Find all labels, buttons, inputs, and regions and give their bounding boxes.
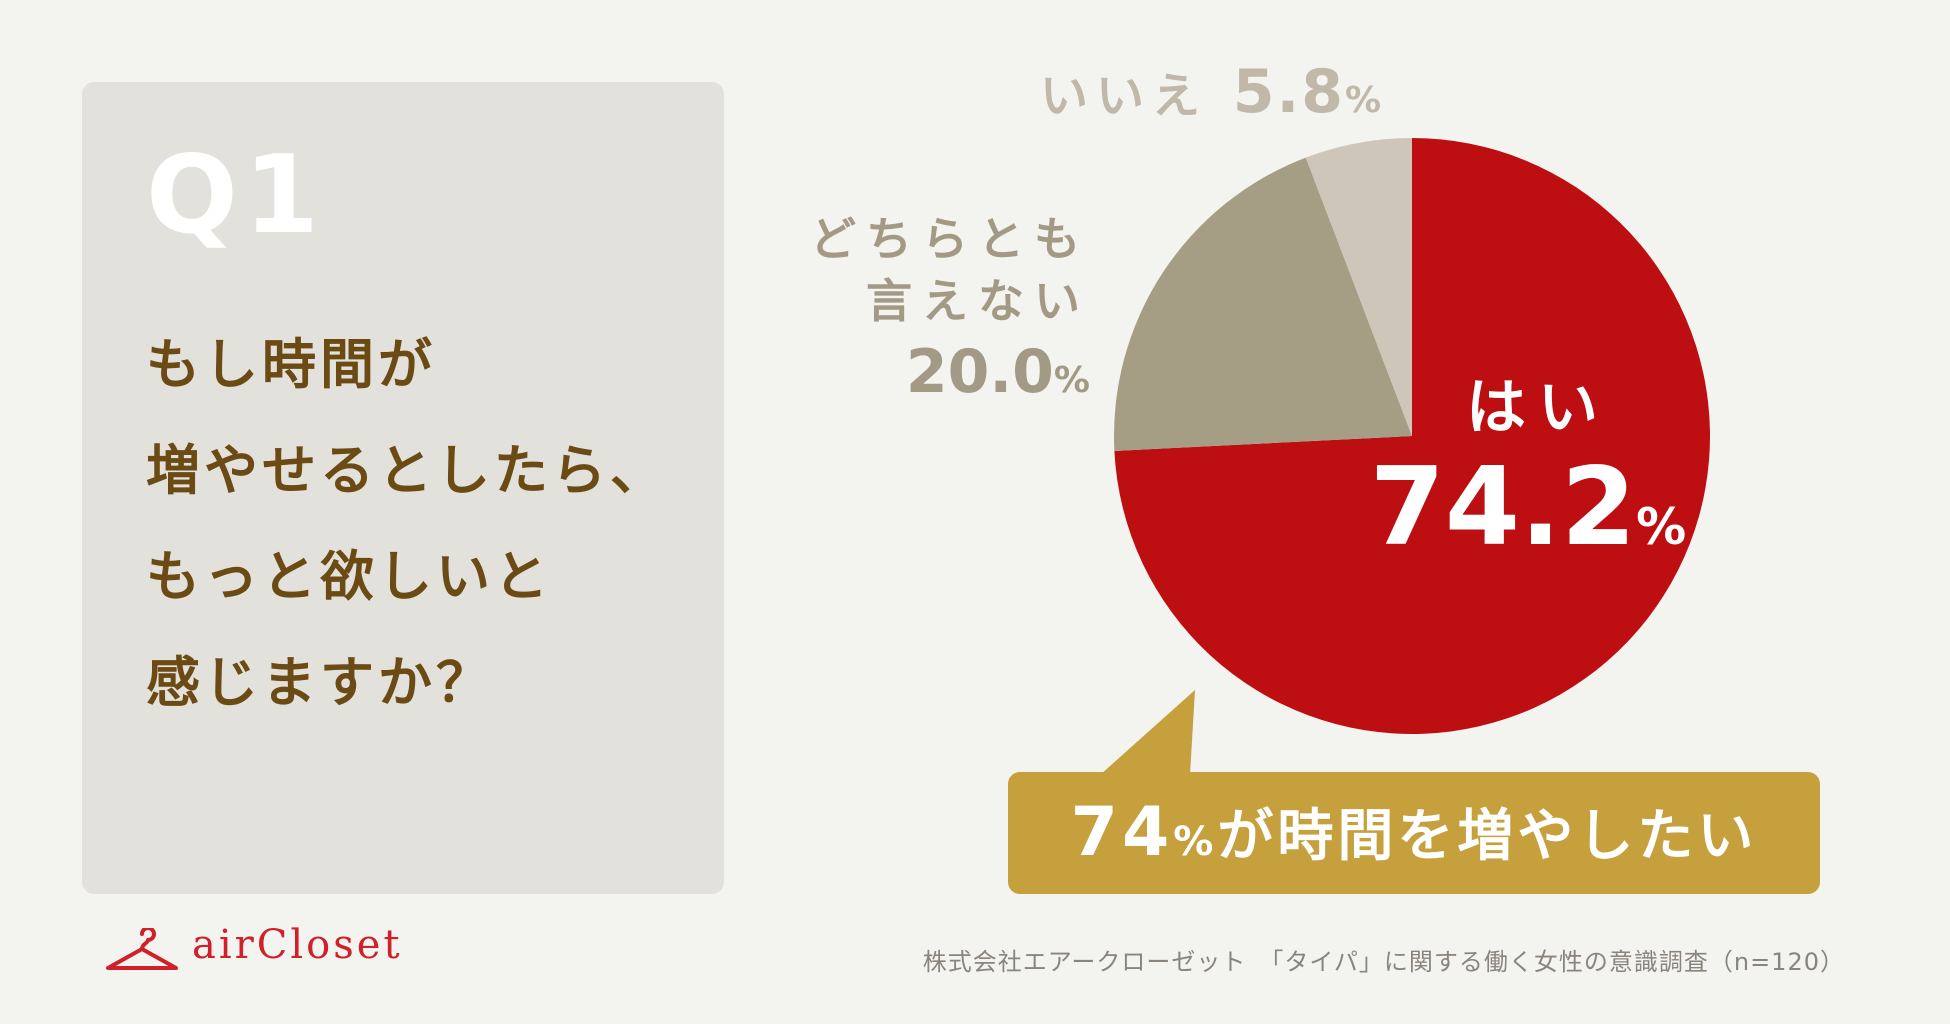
label-yes-text: はい bbox=[1466, 373, 1610, 443]
label-no-unit: % bbox=[1345, 80, 1382, 121]
callout-unit: % bbox=[1173, 819, 1218, 865]
label-no-text: いいえ bbox=[1040, 68, 1209, 124]
callout-message: が時間を増やしたい bbox=[1217, 804, 1758, 869]
question-line: 感じますか？ bbox=[146, 651, 494, 714]
brand-logo: airCloset bbox=[104, 922, 400, 978]
label-neither-value: 20.0 bbox=[905, 337, 1054, 407]
question-line: もし時間が bbox=[146, 333, 436, 396]
callout-number: 74 bbox=[1070, 793, 1174, 872]
question-number: Q1 bbox=[146, 133, 325, 258]
hanger-icon bbox=[106, 926, 178, 970]
label-no-value: 5.8 bbox=[1232, 57, 1346, 127]
label-yes-unit: % bbox=[1636, 498, 1687, 556]
callout-box: 74%が時間を増やしたい bbox=[1008, 772, 1820, 894]
question-card: Q1 もし時間が 増やせるとしたら、 もっと欲しいと 感じますか？ bbox=[82, 82, 724, 894]
question-text: もし時間が 増やせるとしたら、 もっと欲しいと 感じますか？ bbox=[146, 312, 668, 736]
label-neither-unit: % bbox=[1053, 360, 1090, 401]
pie-slice-2 bbox=[1305, 138, 1412, 436]
label-yes-value: 74.2 bbox=[1369, 445, 1637, 570]
label-no: いいえ 5.8% bbox=[1040, 62, 1381, 122]
question-line: もっと欲しいと bbox=[146, 545, 552, 608]
callout-pointer bbox=[1100, 690, 1195, 775]
label-neither-line2: 言えない bbox=[866, 274, 1090, 328]
callout-text: 74%が時間を増やしたい bbox=[1008, 798, 1820, 877]
pie-slice-0 bbox=[1114, 138, 1710, 735]
question-line: 増やせるとしたら、 bbox=[146, 439, 668, 502]
brand-name: airCloset bbox=[192, 922, 403, 968]
label-neither: どちらとも 言えない 20.0% bbox=[810, 208, 1090, 421]
pie-slice-1 bbox=[1114, 157, 1412, 451]
label-yes: はい 74.2% bbox=[1370, 368, 1688, 587]
source-note: 株式会社エアークローゼット 「タイパ」に関する働く女性の意識調査（n=120） bbox=[922, 948, 1845, 976]
label-neither-line1: どちらとも bbox=[810, 212, 1090, 266]
